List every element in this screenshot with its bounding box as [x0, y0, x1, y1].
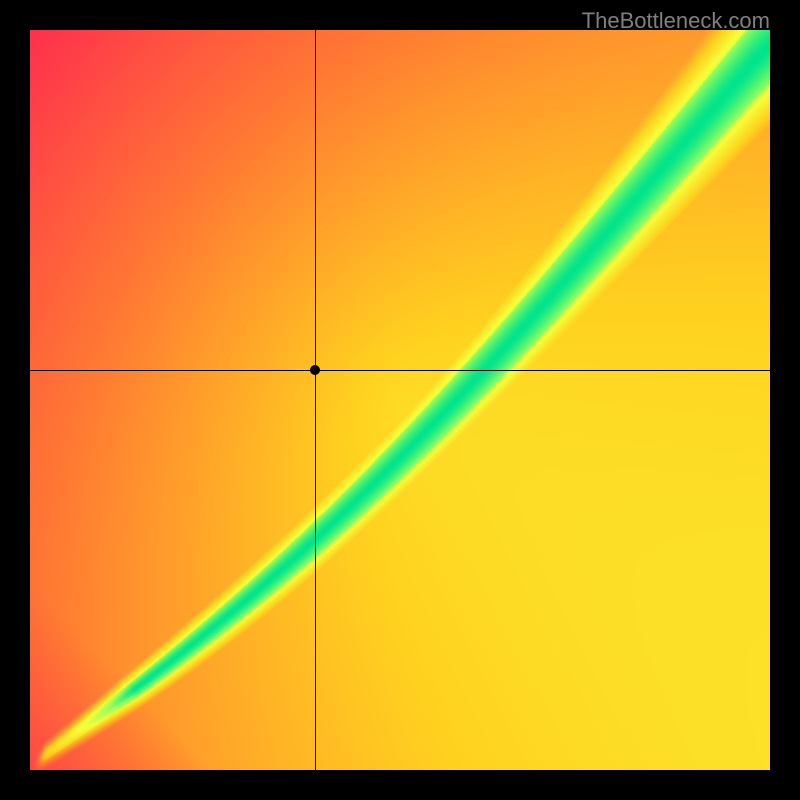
heatmap-plot: [30, 30, 770, 770]
watermark-text: TheBottleneck.com: [582, 8, 770, 34]
chart-container: { "watermark": "TheBottleneck.com", "cha…: [0, 0, 800, 800]
data-point-marker: [310, 365, 320, 375]
crosshair-horizontal: [30, 370, 770, 371]
heatmap-canvas: [30, 30, 770, 770]
crosshair-vertical: [315, 30, 316, 770]
